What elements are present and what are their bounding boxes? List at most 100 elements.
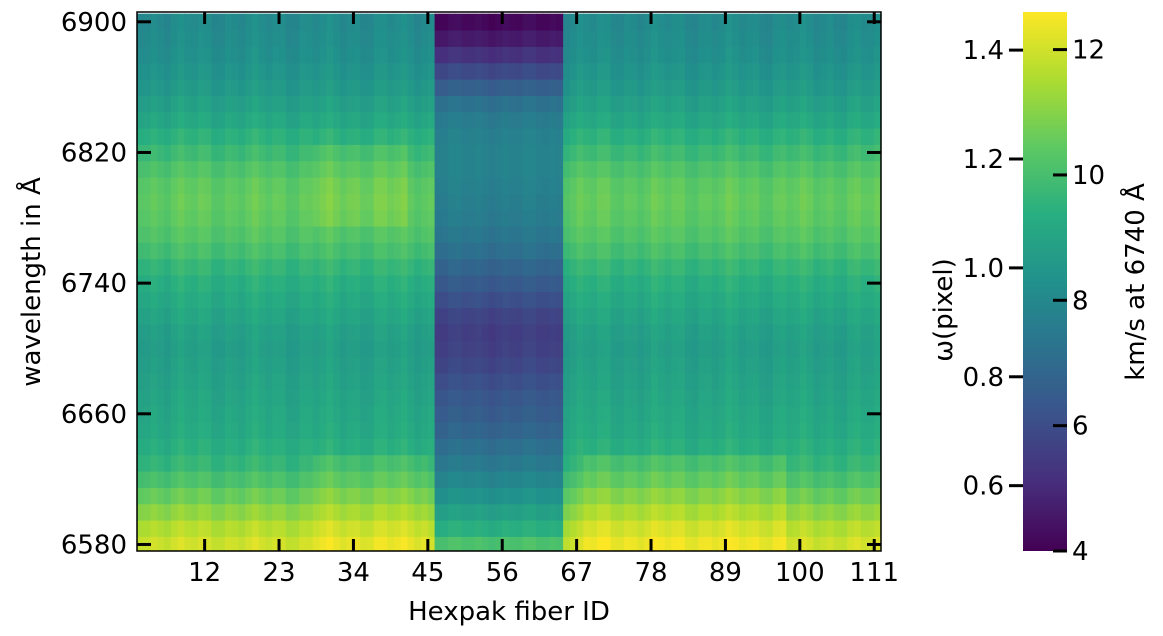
heatmap-cell [867,225,875,243]
heatmap-cell [529,438,537,456]
heatmap-cell [238,62,246,80]
heatmap-cell [779,242,787,260]
heatmap-cell [623,95,632,113]
heatmap-cell [380,340,388,358]
heatmap-cell [353,536,361,551]
heatmap-cell [481,209,490,227]
heatmap-cell [299,46,307,64]
heatmap-cell [238,274,246,292]
heatmap-cell [164,13,172,31]
heatmap-cell [860,225,869,243]
heatmap-cell [407,193,415,211]
heatmap-cell [813,405,821,423]
heatmap-cell [434,62,442,80]
heatmap-cell [766,438,774,456]
heatmap-cell [536,13,544,31]
heatmap-cell [617,193,625,211]
heatmap-cell [177,421,185,439]
heatmap-cell [231,307,240,325]
heatmap-cell [826,454,835,472]
heatmap-cell [820,438,828,456]
heatmap-cell [360,225,368,243]
heatmap-cell [211,519,219,537]
heatmap-cell [475,487,483,505]
heatmap-cell [637,291,645,309]
heatmap-cell [549,454,557,472]
heatmap-cell [204,13,212,31]
heatmap-cell [292,470,300,488]
heatmap-cell [164,144,172,162]
heatmap-cell [799,242,808,260]
heatmap-cell [177,225,185,243]
heatmap-cell [657,291,666,309]
heatmap-cell [245,470,253,488]
heatmap-cell [860,356,869,374]
heatmap-cell [394,503,402,521]
heatmap-cell [441,274,449,292]
heatmap-cell [421,536,429,551]
heatmap-cell [705,405,713,423]
heatmap-cell [549,13,557,31]
heatmap-cell [718,258,727,276]
heatmap-cell [312,356,321,374]
heatmap-cell [549,389,557,407]
heatmap-cell [542,127,551,145]
heatmap-cell [339,144,348,162]
heatmap-cell [150,454,158,472]
heatmap-cell [299,78,307,96]
heatmap-cell [407,144,415,162]
heatmap-cell [495,340,503,358]
heatmap-cell [738,274,747,292]
heatmap-cell [603,291,612,309]
heatmap-cell [319,46,327,64]
heatmap-cell [279,29,287,47]
heatmap-cell [590,62,598,80]
heatmap-cell [725,144,733,162]
heatmap-cell [569,536,578,551]
heatmap-cell [529,405,537,423]
heatmap-cell [820,536,828,551]
heatmap-cell [258,111,267,129]
heatmap-cell [806,144,814,162]
heatmap-cell [454,323,463,341]
heatmap-cell [603,438,612,456]
heatmap-cell [833,29,842,47]
heatmap-cell [732,438,740,456]
heatmap-cell [522,372,530,390]
heatmap-cell [853,487,862,505]
heatmap-cell [292,323,300,341]
heatmap-cell [326,95,334,113]
heatmap-cell [772,46,781,64]
heatmap-cell [258,291,267,309]
heatmap-cell [333,503,341,521]
heatmap-cell [684,307,693,325]
heatmap-cell [495,176,503,194]
heatmap-cell [637,389,645,407]
heatmap-cell [137,503,145,521]
heatmap-cell [177,519,185,537]
heatmap-cell [204,487,212,505]
heatmap-cell [251,307,260,325]
heatmap-cell [366,405,375,423]
heatmap-cell [400,340,409,358]
heatmap-cell [157,95,165,113]
heatmap-cell [833,487,842,505]
colorbar-pixel-tick-label: 1.0 [963,254,1004,284]
heatmap-cell [860,209,869,227]
heatmap-cell [441,46,449,64]
heatmap-cell [698,470,706,488]
heatmap-cell [204,438,212,456]
heatmap-cell [522,405,530,423]
heatmap-cell [806,13,814,31]
heatmap-cell [285,454,294,472]
heatmap-cell [772,307,781,325]
heatmap-cell [678,242,686,260]
heatmap-cell [197,46,206,64]
heatmap-cell [738,193,747,211]
heatmap-cell [441,144,449,162]
heatmap-cell [799,372,808,390]
heatmap-cell [766,503,774,521]
heatmap-cell [711,258,720,276]
heatmap-cell [373,13,382,31]
heatmap-cell [218,389,226,407]
